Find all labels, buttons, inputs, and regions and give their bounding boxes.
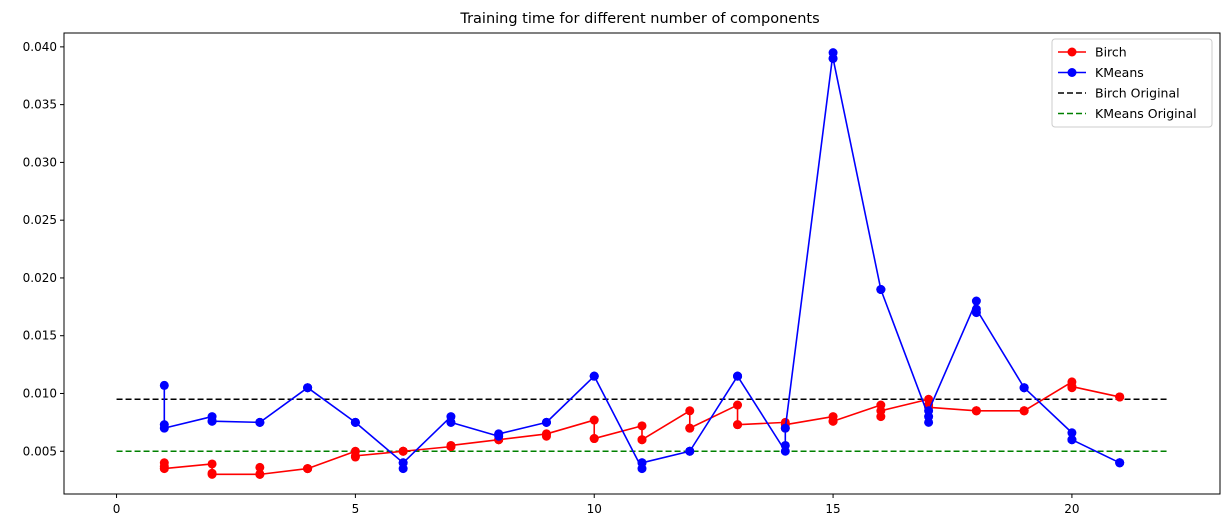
data-point-kmeans [780,440,790,450]
data-point-kmeans [733,371,743,381]
data-point-kmeans [1115,458,1125,468]
data-point-kmeans [446,417,456,427]
y-tick-label: 0.010 [23,386,57,400]
data-point-birch [1067,382,1077,392]
data-point-birch [207,459,217,469]
legend: Birch KMeans Birch Original KMeans Original [1051,38,1213,128]
data-point-kmeans [924,417,934,427]
data-point-kmeans [780,423,790,433]
data-point-birch [255,469,265,479]
legend-marker-kmeans [1067,68,1077,77]
data-point-kmeans [159,423,169,433]
legend-box [1051,38,1213,128]
data-point-birch [685,423,695,433]
data-point-birch [971,406,981,416]
data-point-birch [589,415,599,425]
legend-label-kmeans-original: KMeans Original [1095,106,1197,121]
plot-area [116,48,1168,479]
data-point-kmeans [207,416,217,426]
data-point-birch [1115,392,1125,402]
data-point-birch [159,464,169,474]
data-point-birch [637,435,647,445]
x-tick-label: 20 [1064,502,1079,516]
data-point-kmeans [685,446,695,456]
data-point-birch [541,429,551,439]
y-tick-label: 0.025 [23,213,57,227]
data-point-birch [350,451,360,461]
data-point-kmeans [637,458,647,468]
data-point-kmeans [589,371,599,381]
x-tick-label: 0 [113,502,121,516]
y-tick-label: 0.015 [23,329,57,343]
axes: 0 5 10 15 20 0.005 0.010 0.015 0.020 0.025 0.030 0.… [23,32,1221,516]
data-point-kmeans [971,296,981,306]
data-point-birch [733,400,743,410]
data-point-kmeans [876,285,886,294]
x-tick-label: 15 [825,502,840,516]
data-point-kmeans [1019,383,1029,393]
data-point-birch [733,420,743,430]
data-point-kmeans [924,406,934,416]
data-point-kmeans [494,429,504,439]
data-point-kmeans [1067,435,1077,445]
data-point-birch [1019,406,1029,416]
y-tick-label: 0.040 [23,40,57,54]
data-point-birch [876,406,886,416]
legend-label-kmeans: KMeans [1095,65,1144,80]
legend-label-birch: Birch [1095,45,1127,60]
x-tick-label: 5 [352,502,360,516]
data-point-birch [637,421,647,431]
y-tick-label: 0.005 [23,444,57,458]
data-point-kmeans [541,417,551,427]
y-tick-label: 0.035 [23,98,57,112]
data-point-birch [303,464,313,474]
data-point-kmeans [828,53,838,63]
data-point-birch [446,440,456,450]
data-point-birch [398,446,408,456]
data-point-kmeans [255,417,265,427]
data-point-kmeans [350,417,360,427]
data-point-birch [255,462,265,472]
data-point-kmeans [398,458,408,468]
data-point-kmeans [1067,428,1077,438]
legend-label-birch-original: Birch Original [1095,86,1180,101]
chart-title: Training time for different number of co… [459,11,819,27]
data-point-kmeans [971,304,981,314]
data-point-birch [685,406,695,416]
data-point-kmeans [303,383,313,393]
data-point-birch [207,469,217,479]
x-tick-label: 10 [587,502,602,516]
legend-marker-birch [1067,47,1077,57]
data-point-birch [589,434,599,444]
y-tick-label: 0.020 [23,271,57,285]
data-point-kmeans [159,380,169,390]
data-point-birch [828,416,838,426]
y-tick-label: 0.030 [23,155,57,169]
axes-frame [63,32,1221,495]
